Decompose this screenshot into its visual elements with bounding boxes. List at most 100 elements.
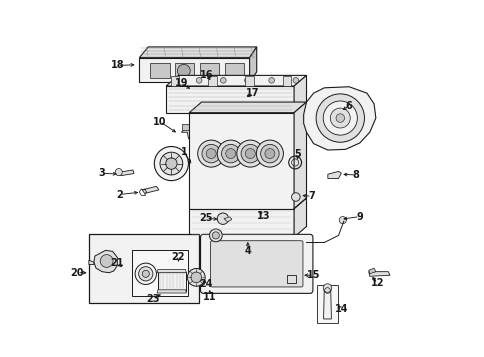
- Polygon shape: [323, 288, 331, 319]
- Circle shape: [335, 114, 344, 122]
- Polygon shape: [142, 186, 159, 193]
- Circle shape: [217, 213, 228, 224]
- Circle shape: [244, 77, 250, 83]
- Circle shape: [264, 149, 274, 159]
- Circle shape: [201, 144, 220, 163]
- Polygon shape: [120, 170, 134, 176]
- Text: 5: 5: [294, 149, 301, 159]
- Circle shape: [260, 144, 279, 163]
- Polygon shape: [94, 250, 117, 273]
- Text: 2: 2: [116, 190, 123, 200]
- Circle shape: [322, 101, 357, 135]
- Text: 16: 16: [199, 70, 212, 80]
- Text: 23: 23: [146, 294, 159, 304]
- Polygon shape: [224, 217, 231, 222]
- Circle shape: [226, 149, 235, 159]
- Bar: [245, 76, 253, 86]
- Circle shape: [212, 232, 219, 239]
- Polygon shape: [249, 47, 256, 82]
- Text: 25: 25: [199, 213, 212, 223]
- Circle shape: [138, 267, 152, 281]
- Circle shape: [256, 140, 283, 167]
- Bar: [131, 250, 187, 296]
- Text: 20: 20: [70, 268, 84, 278]
- Text: 8: 8: [352, 170, 359, 180]
- Circle shape: [268, 77, 274, 83]
- Polygon shape: [293, 75, 306, 113]
- Circle shape: [221, 144, 240, 163]
- Text: 18: 18: [110, 60, 124, 70]
- Polygon shape: [139, 47, 256, 57]
- Bar: [150, 63, 169, 78]
- Text: 19: 19: [174, 78, 188, 88]
- Text: 1: 1: [180, 147, 187, 157]
- Circle shape: [166, 158, 177, 169]
- Polygon shape: [293, 102, 306, 209]
- Circle shape: [236, 140, 263, 167]
- Circle shape: [292, 77, 298, 83]
- Polygon shape: [166, 86, 293, 113]
- Circle shape: [241, 144, 259, 163]
- FancyBboxPatch shape: [210, 241, 302, 287]
- Text: 14: 14: [334, 305, 348, 315]
- Text: 7: 7: [308, 191, 315, 201]
- Bar: [175, 63, 194, 78]
- Text: 10: 10: [153, 117, 166, 127]
- Polygon shape: [368, 272, 389, 276]
- Circle shape: [220, 77, 226, 83]
- Polygon shape: [293, 198, 306, 237]
- Circle shape: [316, 94, 363, 142]
- Circle shape: [196, 77, 201, 83]
- Polygon shape: [166, 75, 306, 86]
- Circle shape: [217, 140, 244, 167]
- Text: 4: 4: [244, 246, 251, 256]
- Circle shape: [187, 268, 205, 286]
- Polygon shape: [189, 209, 293, 237]
- Circle shape: [154, 146, 188, 181]
- Bar: [224, 63, 244, 78]
- Bar: [89, 233, 199, 303]
- Text: 12: 12: [370, 278, 384, 288]
- Circle shape: [209, 229, 222, 242]
- Circle shape: [160, 152, 182, 175]
- Polygon shape: [157, 272, 185, 291]
- Polygon shape: [89, 260, 94, 265]
- Bar: [170, 76, 179, 86]
- Circle shape: [245, 149, 255, 159]
- Polygon shape: [303, 87, 375, 150]
- Polygon shape: [157, 270, 186, 273]
- Circle shape: [115, 169, 122, 176]
- Text: 21: 21: [110, 258, 124, 268]
- Polygon shape: [368, 268, 375, 274]
- Polygon shape: [189, 113, 293, 209]
- Bar: [287, 275, 295, 283]
- Text: 17: 17: [246, 88, 259, 98]
- Polygon shape: [157, 290, 186, 293]
- Circle shape: [100, 255, 113, 267]
- Text: 15: 15: [306, 270, 320, 280]
- Circle shape: [330, 108, 349, 128]
- Text: 22: 22: [171, 252, 185, 262]
- Bar: [208, 76, 216, 86]
- Circle shape: [177, 64, 190, 77]
- Polygon shape: [139, 57, 249, 82]
- Circle shape: [172, 77, 178, 83]
- Polygon shape: [189, 102, 306, 113]
- Text: 11: 11: [203, 292, 216, 302]
- Polygon shape: [199, 85, 212, 92]
- Text: 24: 24: [199, 280, 212, 290]
- Bar: [282, 76, 290, 86]
- Polygon shape: [181, 129, 194, 140]
- Circle shape: [338, 217, 346, 224]
- Polygon shape: [327, 171, 341, 178]
- Text: 9: 9: [356, 212, 363, 222]
- Circle shape: [191, 272, 201, 283]
- Bar: [182, 124, 189, 130]
- FancyBboxPatch shape: [200, 234, 312, 293]
- Circle shape: [322, 284, 331, 292]
- Text: 3: 3: [98, 168, 105, 178]
- Bar: [199, 63, 219, 78]
- Circle shape: [142, 270, 149, 277]
- Circle shape: [291, 193, 300, 201]
- Circle shape: [135, 263, 156, 285]
